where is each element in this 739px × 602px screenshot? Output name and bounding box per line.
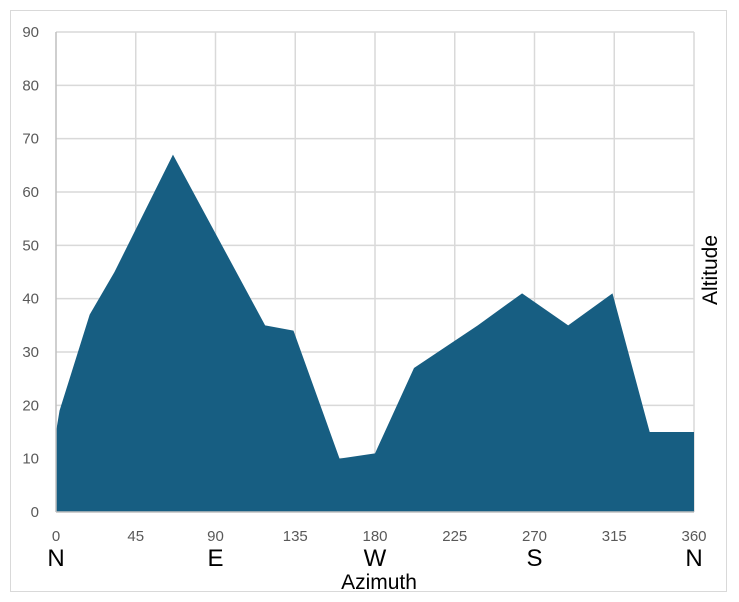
y-tick-label: 50 xyxy=(22,237,39,254)
x-tick-label: 360 xyxy=(681,528,706,545)
x-tick-label: 225 xyxy=(442,528,467,545)
y-axis-title: Altitude xyxy=(699,235,722,305)
x-tick-label: 315 xyxy=(602,528,627,545)
compass-label: N xyxy=(47,545,64,572)
x-tick-label: 135 xyxy=(283,528,308,545)
y-tick-label: 60 xyxy=(22,184,39,201)
compass-label: W xyxy=(364,545,387,572)
y-tick-label: 40 xyxy=(22,291,39,308)
y-tick-label: 0 xyxy=(31,504,39,521)
y-tick-label: 80 xyxy=(22,77,39,94)
axes xyxy=(55,32,694,513)
y-tick-label: 10 xyxy=(22,451,39,468)
compass-label: N xyxy=(685,545,702,572)
y-tick-label: 20 xyxy=(22,397,39,414)
area-series xyxy=(56,154,694,512)
x-tick-label: 270 xyxy=(522,528,547,545)
x-tick-label: 45 xyxy=(127,528,144,545)
compass-label: S xyxy=(526,545,542,572)
x-tick-label: 180 xyxy=(362,528,387,545)
x-axis-title: Azimuth xyxy=(341,571,417,594)
y-tick-label: 30 xyxy=(22,344,39,361)
x-tick-label: 0 xyxy=(52,528,60,545)
y-tick-label: 90 xyxy=(22,24,39,41)
x-tick-label: 90 xyxy=(207,528,224,545)
tick-labels: 0 10 20 30 40 50 60 70 80 90 0 45 90 135 180 225 270 315 3… xyxy=(22,24,706,572)
compass-label: E xyxy=(207,545,223,572)
y-tick-label: 70 xyxy=(22,131,39,148)
area-fill xyxy=(56,154,694,512)
